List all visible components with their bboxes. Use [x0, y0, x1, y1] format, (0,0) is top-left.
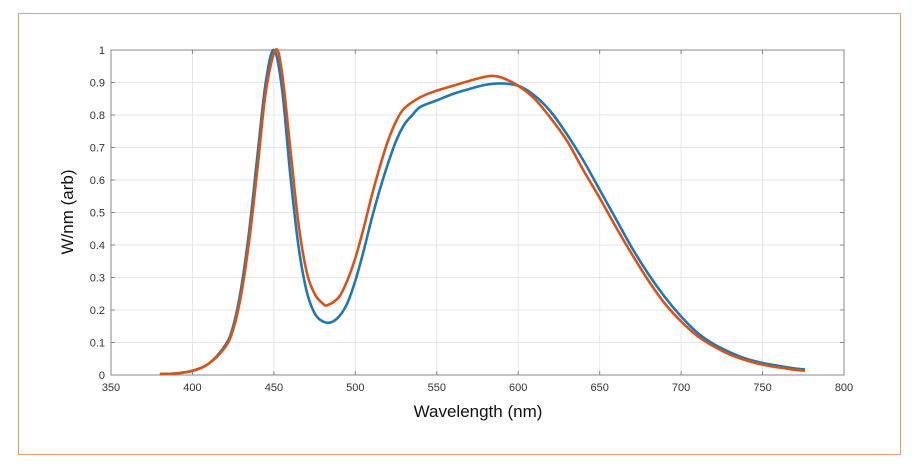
series-lines [159, 48, 806, 376]
y-tick-label: 0.5 [90, 208, 105, 220]
x-tick-label: 700 [672, 382, 690, 394]
y-tick-label: 1 [99, 45, 105, 57]
x-axis-label: Wavelength (nm) [414, 402, 543, 421]
y-tick-label: 0.3 [90, 273, 105, 285]
y-tick-label: 0 [99, 370, 105, 382]
y-tick-label: 0.4 [90, 240, 105, 252]
y-tick-label: 0.9 [90, 78, 105, 90]
x-tick-label: 600 [509, 382, 527, 394]
y-tick-label: 0.8 [90, 110, 105, 122]
grid [110, 49, 845, 376]
y-ticks: 0 0.1 0.2 0.3 0.4 0.5 0.6 0.7 0.8 0.9 1 [90, 45, 844, 382]
y-tick-label: 0.6 [90, 175, 105, 187]
x-tick-label: 800 [835, 382, 853, 394]
x-tick-label: 650 [590, 382, 608, 394]
x-tick-label: 450 [265, 382, 283, 394]
series-line-2 [159, 48, 806, 376]
y-tick-label: 0.7 [90, 143, 105, 155]
x-tick-label: 750 [753, 382, 771, 394]
series-line-1 [159, 48, 806, 376]
figure-frame [18, 13, 901, 455]
x-ticks: 350 400 450 500 550 600 650 700 750 800 [102, 50, 853, 394]
x-tick-label: 500 [346, 382, 364, 394]
y-tick-label: 0.1 [90, 338, 105, 350]
x-tick-label: 350 [102, 382, 120, 394]
x-tick-label: 550 [428, 382, 446, 394]
y-axis-label: W/nm (arb) [58, 170, 77, 255]
y-tick-label: 0.2 [90, 305, 105, 317]
x-tick-label: 400 [183, 382, 201, 394]
